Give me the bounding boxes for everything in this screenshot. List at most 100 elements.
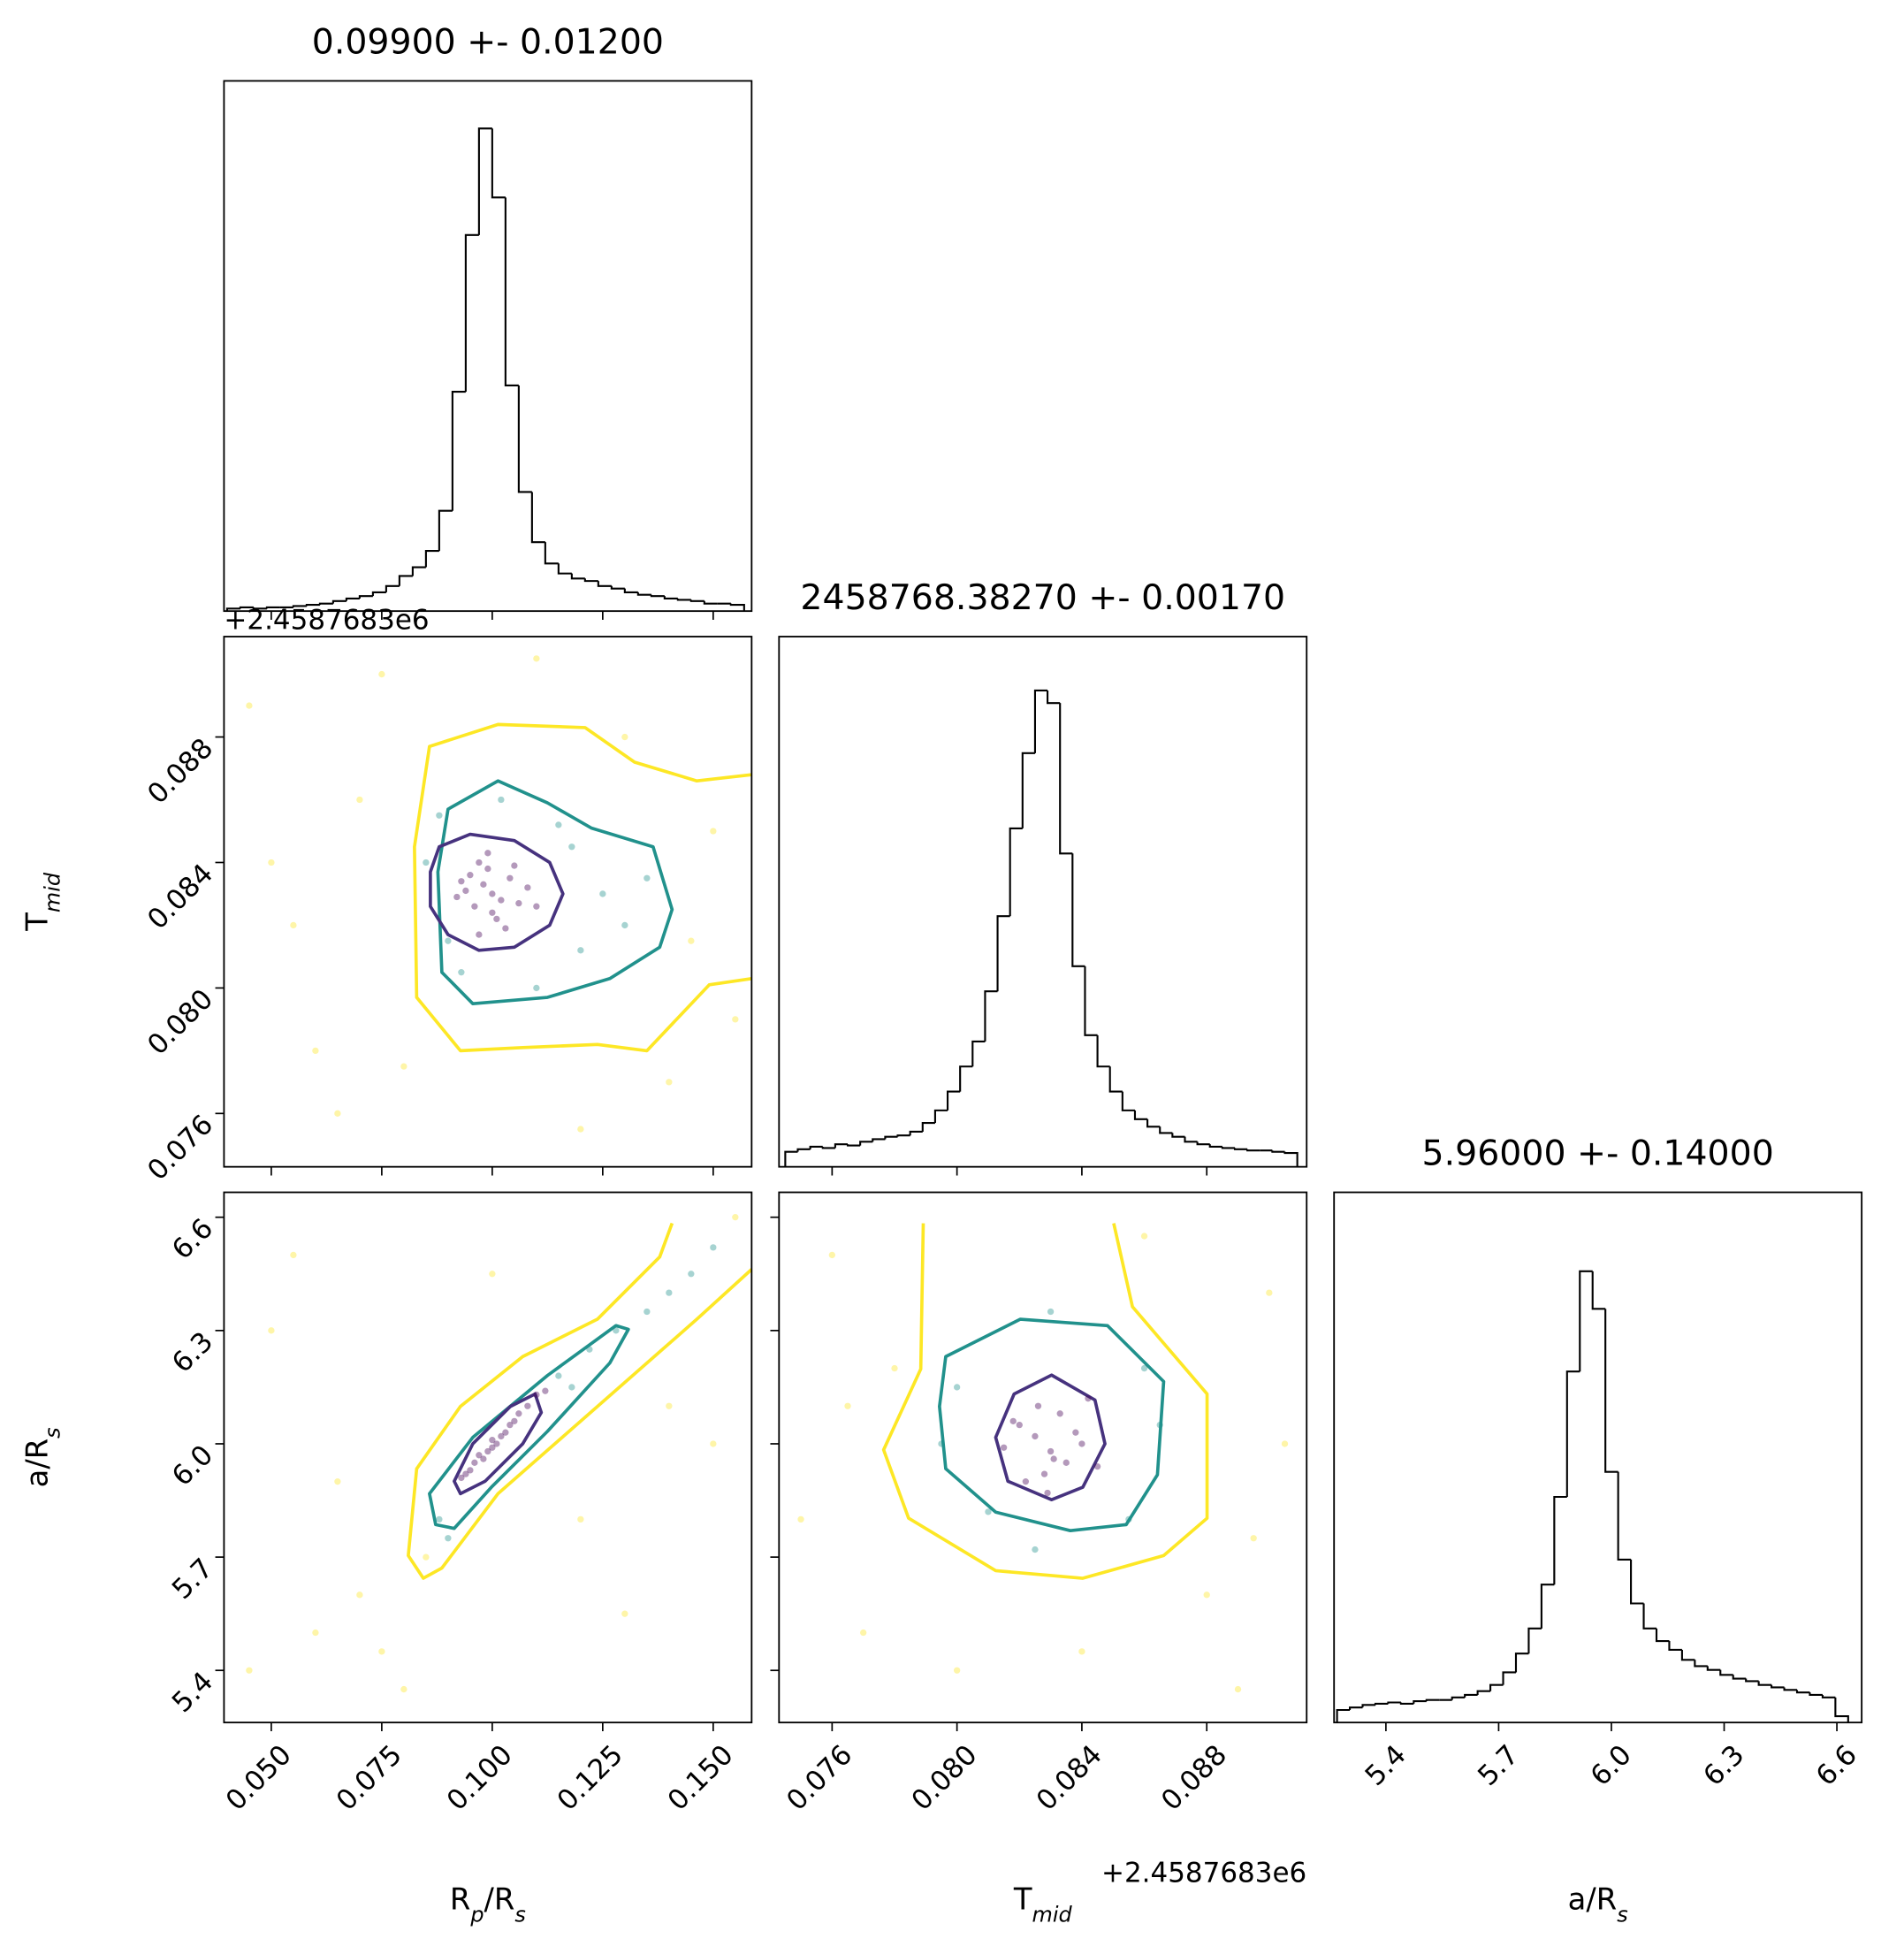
scatter-point xyxy=(1016,1421,1023,1429)
scatter-point xyxy=(524,884,531,891)
scatter-point xyxy=(462,887,469,895)
histogram-step xyxy=(1809,1692,1823,1697)
scatter-point xyxy=(453,893,461,901)
scatter-point xyxy=(400,1063,407,1070)
histogram-step xyxy=(1121,1091,1135,1111)
axis-label: a/Rs xyxy=(1568,1881,1628,1927)
contour xyxy=(429,832,565,952)
histogram-step xyxy=(959,1065,973,1092)
histogram-step xyxy=(331,599,347,604)
histogram-step xyxy=(821,1146,835,1149)
panel-title: 0.09900 +- 0.01200 xyxy=(312,22,664,63)
histogram-step xyxy=(1514,1653,1529,1673)
scatter-point xyxy=(334,1110,341,1118)
histogram-step xyxy=(1655,1628,1670,1643)
scatter-point xyxy=(577,1126,584,1133)
x-tick-label: 6.6 xyxy=(1810,1739,1863,1792)
histogram-step xyxy=(1694,1660,1708,1668)
histogram-step xyxy=(1464,1693,1478,1698)
scatter-point xyxy=(688,937,695,944)
histogram-step xyxy=(663,596,678,600)
histogram-step xyxy=(872,1138,886,1142)
scatter-point xyxy=(1156,1421,1163,1429)
panel-frame xyxy=(778,636,1308,1168)
scatter-point xyxy=(445,937,452,944)
histogram-step xyxy=(1413,1700,1427,1704)
histogram-step xyxy=(689,599,704,602)
histogram-step xyxy=(984,990,998,1042)
x-tick-label: 0.125 xyxy=(552,1739,629,1817)
scatter-point xyxy=(1047,1308,1055,1316)
scatter-point xyxy=(577,1515,584,1523)
panel-title: 5.96000 +- 0.14000 xyxy=(1422,1133,1774,1174)
scatter-point xyxy=(613,1327,620,1334)
histogram-step xyxy=(1591,1271,1606,1310)
scatter-point xyxy=(502,925,509,932)
scatter-point xyxy=(1022,1478,1030,1485)
panel-frame xyxy=(223,1191,753,1724)
scatter-point xyxy=(710,1244,717,1251)
histogram-step xyxy=(859,1141,873,1146)
scatter-point xyxy=(334,1478,341,1485)
offset-text: +2.4587683e6 xyxy=(1101,1857,1306,1889)
scatter-point xyxy=(1032,1546,1039,1553)
scatter-point xyxy=(493,915,500,923)
contour xyxy=(428,1324,630,1530)
histogram-step xyxy=(1668,1641,1682,1652)
histogram-step xyxy=(1283,1151,1299,1167)
scatter-point xyxy=(688,1271,695,1278)
histogram-step xyxy=(1071,853,1085,967)
scatter-point xyxy=(586,1346,593,1353)
scatter-point xyxy=(1140,1364,1148,1372)
scatter-point xyxy=(489,1444,496,1451)
axis-label-part: a/R xyxy=(1568,1881,1618,1916)
histogram-step xyxy=(1630,1559,1644,1605)
scatter-point xyxy=(732,1214,739,1221)
histogram-step xyxy=(265,606,280,609)
scatter-point xyxy=(985,1508,992,1515)
histogram-step xyxy=(1757,1681,1772,1686)
x-tick-label: 0.050 xyxy=(220,1739,298,1817)
scatter-point xyxy=(1281,1440,1289,1447)
scatter-point xyxy=(471,903,478,910)
scatter-point xyxy=(555,821,562,828)
scatter-point xyxy=(467,1467,474,1474)
scatter-point xyxy=(1203,1591,1210,1599)
scatter-point xyxy=(462,1470,469,1477)
scatter-point xyxy=(1056,1410,1063,1417)
panel xyxy=(1336,1270,1849,1723)
histogram-step xyxy=(1084,966,1098,1036)
histogram-step xyxy=(517,385,532,493)
histogram-step xyxy=(1489,1683,1504,1691)
x-tick-label: 0.100 xyxy=(441,1739,519,1817)
scatter-point xyxy=(506,874,514,882)
scatter-point xyxy=(484,850,491,857)
histogram-step xyxy=(1565,1370,1580,1498)
scatter-point xyxy=(1078,1648,1085,1655)
histogram-step xyxy=(703,600,718,605)
scatter-point xyxy=(498,796,505,804)
scatter-point xyxy=(1044,1489,1051,1497)
histogram-step xyxy=(345,597,360,601)
scatter-point xyxy=(356,1591,363,1599)
histogram-step xyxy=(1271,1150,1285,1153)
scatter-point xyxy=(1078,1440,1085,1447)
histogram-step xyxy=(1527,1627,1542,1654)
histogram-step xyxy=(583,578,598,583)
scatter-point xyxy=(458,969,465,976)
histogram-step xyxy=(1133,1110,1148,1120)
histogram-step xyxy=(239,606,254,609)
histogram-step xyxy=(896,1134,910,1137)
scatter-point xyxy=(1040,1470,1048,1477)
scatter-point xyxy=(498,897,505,904)
scatter-point xyxy=(797,1515,804,1523)
scatter-point xyxy=(1062,1459,1070,1466)
scatter-point xyxy=(891,1364,898,1372)
scatter-point xyxy=(423,859,430,866)
y-tick-label: 0.084 xyxy=(141,858,219,935)
scatter-point xyxy=(1000,1444,1008,1451)
scatter-point xyxy=(953,1384,961,1391)
histogram-step xyxy=(946,1090,961,1111)
histogram-step xyxy=(809,1145,823,1149)
